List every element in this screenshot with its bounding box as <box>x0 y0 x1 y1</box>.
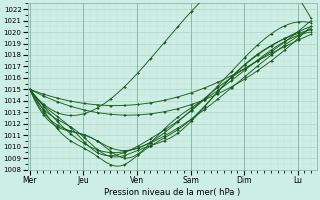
X-axis label: Pression niveau de la mer( hPa ): Pression niveau de la mer( hPa ) <box>104 188 240 197</box>
